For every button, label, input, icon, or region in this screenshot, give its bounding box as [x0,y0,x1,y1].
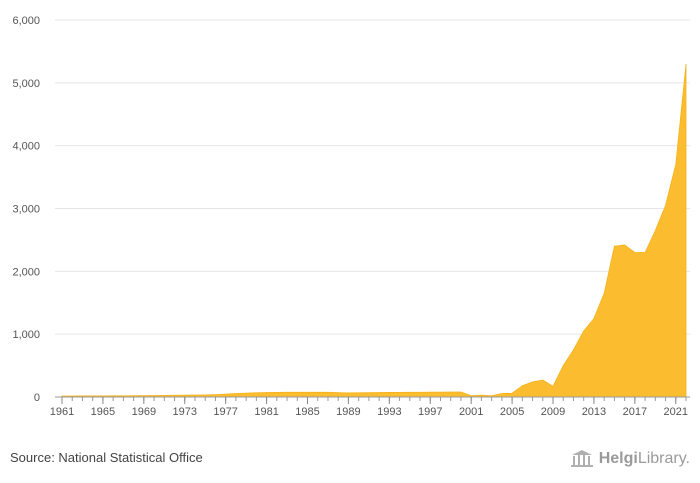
area-series [61,63,687,398]
x-tick-label: 1965 [91,406,115,418]
x-tick-label: 1981 [254,406,278,418]
x-tick-label: 1993 [377,406,401,418]
x-tick-label: 2005 [500,406,524,418]
logo-text-bold: Helgi [598,450,638,467]
x-tick-label: 1961 [50,406,74,418]
y-tick-label: 4,000 [12,141,40,153]
library-building-icon [570,450,593,467]
x-tick-label: 1969 [132,406,156,418]
y-tick-label: 5,000 [12,78,40,90]
x-tick-label: 1989 [336,406,360,418]
area-fill [61,63,687,398]
x-tick-label: 1977 [213,406,237,418]
y-axis: 0 1,000 2,000 3,000 4,000 5,000 6,000 [12,15,40,404]
y-tick-label: 0 [34,392,40,404]
area-chart: 0 1,000 2,000 3,000 4,000 5,000 6,000 1961 1965… [12,15,690,418]
y-tick-label: 2,000 [12,266,40,278]
x-tick-label: 2021 [664,406,688,418]
source-note: Source: National Statistical Office [10,450,203,465]
x-tick-label: 2013 [582,406,606,418]
logo-text: HelgiLibrary. [599,450,690,468]
x-tick-label: 2017 [623,406,647,418]
x-tick-label: 1985 [295,406,319,418]
gridlines [55,19,690,335]
x-tick-label: 2001 [459,406,483,418]
y-tick-label: 1,000 [12,329,40,341]
logo-text-light: Library. [637,450,690,467]
x-tick-label: 1973 [173,406,197,418]
y-tick-label: 6,000 [12,15,40,27]
x-axis: 1961 1965 1969 1973 1977 1981 1985 1989 1993 1997… [50,396,690,418]
x-tick-label: 1997 [418,406,442,418]
x-tick-label: 2009 [541,406,565,418]
helgilibrary-logo: HelgiLibrary. [569,447,690,471]
y-tick-label: 3,000 [12,204,40,216]
